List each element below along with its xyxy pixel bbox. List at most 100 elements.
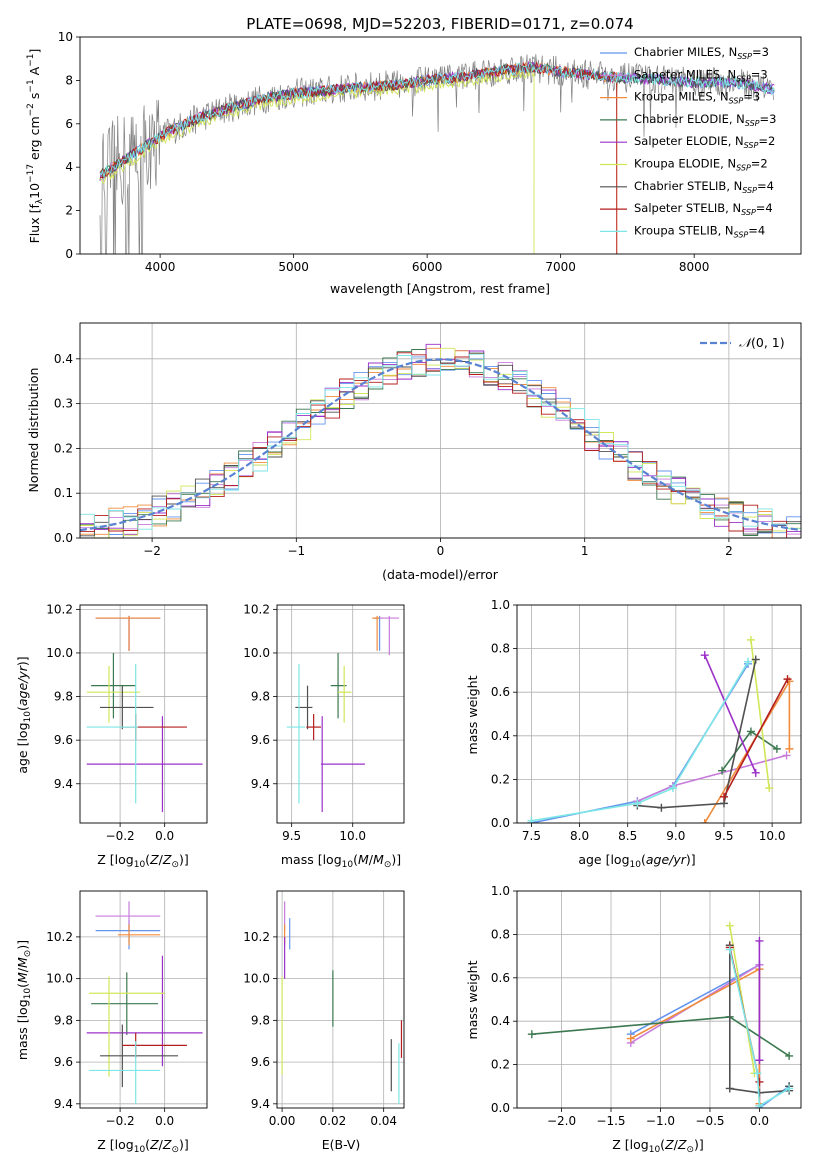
svg-text:𝒩(0, 1): 𝒩(0, 1) [739,335,785,350]
weight-Z-marker [785,1051,794,1060]
mass-Z-point [95,901,161,931]
age-mass-point [338,666,352,723]
weight-Z-marker [725,921,734,930]
weight-age-ytick-label: 0.4 [491,729,510,743]
age-Z-point [91,652,136,719]
weight-age-marker [719,792,728,801]
spectrum-ylabel: Flux [fλ10−17 erg cm−2 s−1 A−1] [26,49,45,244]
weight-Z-ytick-label: 1.0 [491,884,510,898]
histogram-frame [79,322,802,539]
weight-Z-series-line [729,949,790,1108]
weight-age-marker [783,675,792,684]
weight-Z-xtick-label: −2.0 [547,1114,576,1128]
mass-EBV-ytick-label: 9.8 [251,1013,270,1027]
mass-Z-ytick-label: 9.4 [54,1097,73,1111]
age-mass-ytick-label: 9.6 [251,733,270,747]
age-Z-point [86,666,141,723]
legend-label: Salpeter STELIB, NSSP=4 [634,201,773,217]
age-mass-frame [276,604,405,824]
weight-age-marker [785,744,794,753]
age-mass-xtick-label: 10.0 [339,829,366,843]
legend-nssp: =2 [758,134,775,148]
weight-age-xtick-label: 9.5 [714,829,733,843]
age-Z-ytick-label: 10.2 [46,602,73,616]
spectrum-xtick-label: 4000 [145,260,176,274]
legend-sub: SSP [736,74,751,83]
spectrum-ytick-label: 10 [58,30,73,44]
histogram-legend: 𝒩(0, 1) [700,335,785,350]
weight-age-marker [765,784,774,793]
age-Z-point [86,663,138,804]
legend-sub: SSP [744,141,759,150]
spectrum-ytick-label: 8 [65,73,73,87]
age-mass-point [374,615,400,656]
mass-Z-ytick-label: 9.6 [54,1055,73,1069]
spectrum-frame [79,36,802,255]
histogram-xtick-label: −2 [143,544,161,558]
histogram-xtick-label: 2 [725,544,733,558]
weight-age-series-line [637,659,757,809]
legend-sub: SSP [729,97,744,106]
spectrum-legend: Chabrier MILES, NSSP=3 Salpeter MILES, NS… [600,45,776,239]
weight-age-ytick-label: 0.8 [491,642,510,656]
weight-Z-ytick-label: 0.2 [491,1058,510,1072]
age-vs-Z-panel: −0.2 0.0 9.4 9.6 9.8 10.0 10.2 [46,602,208,843]
weight-age-ytick-label: 0.0 [491,816,510,830]
mass-Z-point [88,976,165,1077]
histogram-ytick-label: 0.3 [54,397,73,411]
legend-label: Kroupa MILES, NSSP=3 [634,90,760,106]
weight-age-marker [700,819,709,823]
age-Z-xtick-label: −0.2 [106,829,135,843]
spectrum-ytick-label: 2 [65,204,73,218]
figure-title: PLATE=0698, MJD=52203, FIBERID=0171, z=0… [246,15,633,33]
histogram-ytick-label: 0.1 [54,486,73,500]
age-Z-ytick-label: 9.6 [54,733,73,747]
mass-EBV-xtick-label: 0.00 [269,1114,296,1128]
mass-EBV-xtick-label: 0.02 [320,1114,347,1128]
legend-nssp: =3 [751,67,768,81]
weight-Z-marker [753,1069,762,1078]
mass-EBV-frame [276,890,405,1109]
weight-Z-xtick-label: −1.0 [646,1114,675,1128]
weight-Z-ytick-label: 0.4 [491,1014,510,1028]
age-Z-xtick-label: 0.0 [155,829,174,843]
age-vs-mass-panel: 9.5 10.0 9.4 9.6 9.8 10.0 10.2 [243,602,405,843]
weight-age-marker [782,751,791,760]
weight-Z-xlabel: Z [log10(Z/Z⊙)] [612,1137,704,1155]
weight-age-series-line [531,663,749,823]
legend-nssp: =2 [751,157,768,171]
mass-Z-xlabel: Z [log10(Z/Z⊙)] [97,1137,189,1155]
weight-age-ytick-label: 1.0 [491,598,510,612]
weight-Z-xtick-label: 0.0 [750,1114,769,1128]
weight-age-marker [746,635,755,644]
histogram-ytick-label: 0.4 [54,352,73,366]
age-Z-point [95,615,161,651]
age-Z-point [86,716,203,813]
weight-age-series-line [723,678,789,798]
legend-nssp: =3 [760,112,777,126]
spectrum-panel: 4000 5000 6000 7000 8000 0 2 4 6 8 10 [58,30,802,274]
age-mass-point [320,716,365,813]
age-mass-point [306,714,321,741]
age-mass-ytick-label: 10.0 [243,646,270,660]
mass-weight-vs-age-panel: 7.5 8.0 8.5 9.0 9.5 10.0 0.0 0.2 0.4 0.6 0.8 1.0 [491,598,802,843]
legend-nssp: =3 [743,90,760,104]
residual-histogram-panel: −2 −1 0 1 2 0.0 0.1 0.2 0.3 0.4 [54,322,802,558]
age-Z-ytick-label: 9.8 [54,690,73,704]
weight-age-ytick-label: 0.2 [491,772,510,786]
weight-Z-marker [755,1101,764,1108]
age-Z-point [95,615,161,651]
normal-curve [80,358,801,532]
weight-age-marker [668,784,677,793]
age-mass-xtick-label: 9.5 [282,829,301,843]
weight-Z-marker [755,1056,764,1065]
age-mass-xlabel: mass [log10(M/M⊙)] [281,852,401,870]
age-Z-ylabel: age [log10(age/yr)] [15,656,33,773]
spectrum-xtick-label: 7000 [545,260,576,274]
age-mass-point [295,685,313,730]
weight-age-frame [516,604,802,824]
weight-Z-ytick-label: 0.0 [491,1101,510,1115]
age-mass-point [372,615,380,651]
weight-Z-ytick-label: 0.6 [491,971,510,985]
